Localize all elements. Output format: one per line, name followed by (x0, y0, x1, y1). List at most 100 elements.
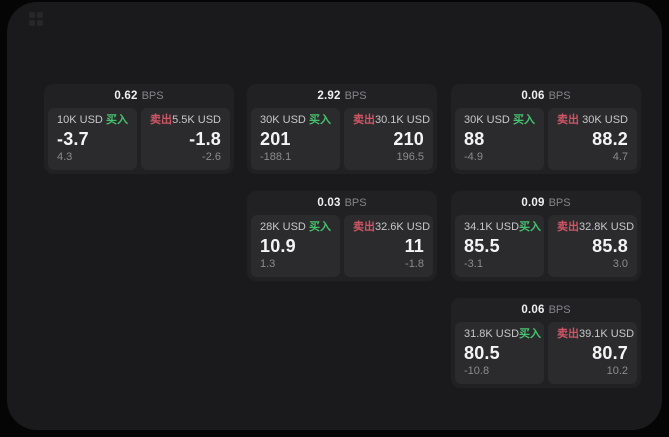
buy-delta: 1.3 (260, 258, 276, 270)
buy-top-row: 10K USD 买入 (57, 114, 128, 127)
buy-top-row: 34.1K USD 买入 (464, 221, 541, 234)
sell-side-label: 卖出 (353, 221, 375, 233)
sell-amount: 32.6K USD (375, 221, 431, 233)
sell-amount: 39.1K USD (579, 328, 635, 340)
bps-unit-label: BPS (548, 90, 571, 102)
sell-price: 11 (404, 236, 424, 256)
bps-header: 2.92 BPS (247, 84, 437, 108)
sell-delta: 196.5 (396, 151, 424, 163)
sell-price: 88.2 (592, 129, 628, 149)
buy-amount: 30K USD (260, 114, 306, 126)
sell-side-label: 卖出 (353, 114, 375, 126)
sell-panel[interactable]: 卖出 30.1K USD 210 196.5 (344, 108, 433, 170)
card-body: 31.8K USD 买入 80.5 -10.8 卖出 39.1K USD 80.… (451, 322, 641, 388)
bps-header: 0.06 BPS (451, 298, 641, 322)
buy-amount: 30K USD (464, 114, 510, 126)
bps-header: 0.06 BPS (451, 84, 641, 108)
bps-value: 0.62 (114, 90, 138, 102)
bps-value: 0.09 (521, 197, 545, 209)
buy-price: 201 (260, 129, 291, 149)
quote-card: 0.09 BPS 34.1K USD 买入 85.5 -3.1 卖出 32.8K… (451, 191, 641, 281)
sell-amount: 30.1K USD (375, 114, 431, 126)
bps-unit-label: BPS (344, 90, 367, 102)
bps-unit-label: BPS (344, 197, 367, 209)
bps-unit-label: BPS (548, 304, 571, 316)
sell-delta: 3.0 (612, 258, 628, 270)
sell-price: 210 (393, 129, 424, 149)
sell-panel[interactable]: 卖出 32.8K USD 85.8 3.0 (548, 215, 637, 277)
buy-delta: 4.3 (57, 151, 73, 163)
sell-delta: -1.8 (405, 258, 424, 270)
sell-panel[interactable]: 卖出 39.1K USD 80.7 10.2 (548, 322, 637, 384)
buy-delta: -10.8 (464, 365, 490, 377)
bps-value: 2.92 (317, 90, 341, 102)
sell-price: 80.7 (592, 343, 628, 363)
card-body: 34.1K USD 买入 85.5 -3.1 卖出 32.8K USD 85.8… (451, 215, 641, 281)
sell-delta: 4.7 (612, 151, 628, 163)
buy-panel[interactable]: 31.8K USD 买入 80.5 -10.8 (455, 322, 544, 384)
buy-amount: 31.8K USD (464, 328, 520, 340)
buy-panel[interactable]: 30K USD 买入 201 -188.1 (251, 108, 340, 170)
sell-panel[interactable]: 卖出 32.6K USD 11 -1.8 (344, 215, 433, 277)
buy-panel[interactable]: 28K USD 买入 10.9 1.3 (251, 215, 340, 277)
main-panel: 0.62 BPS 10K USD 买入 -3.7 4.3 卖出 5.5K USD (7, 2, 662, 430)
buy-top-row: 31.8K USD 买入 (464, 328, 541, 341)
sell-panel[interactable]: 卖出 30K USD 88.2 4.7 (548, 108, 637, 170)
sell-side-label: 卖出 (557, 328, 579, 340)
bps-header: 0.03 BPS (247, 191, 437, 215)
quote-card: 0.06 BPS 31.8K USD 买入 80.5 -10.8 卖出 39.1… (451, 298, 641, 388)
quote-card: 0.62 BPS 10K USD 买入 -3.7 4.3 卖出 5.5K USD (44, 84, 234, 174)
sell-side-label: 卖出 (150, 114, 172, 126)
buy-delta: -188.1 (260, 151, 292, 163)
buy-top-row: 30K USD 买入 (260, 114, 331, 127)
buy-amount: 10K USD (57, 114, 103, 126)
buy-side-label: 买入 (513, 114, 535, 126)
bps-unit-label: BPS (141, 90, 164, 102)
sell-amount: 5.5K USD (172, 114, 221, 126)
sell-top-row: 卖出 32.6K USD (353, 221, 430, 234)
app-grid-icon[interactable] (29, 12, 43, 26)
sell-delta: -2.6 (202, 151, 221, 163)
buy-price: 88 (464, 129, 485, 149)
sell-side-label: 卖出 (557, 114, 579, 126)
buy-panel[interactable]: 34.1K USD 买入 85.5 -3.1 (455, 215, 544, 277)
sell-top-row: 卖出 30.1K USD (353, 114, 430, 127)
card-body: 30K USD 买入 201 -188.1 卖出 30.1K USD 210 1… (247, 108, 437, 174)
card-body: 10K USD 买入 -3.7 4.3 卖出 5.5K USD -1.8 -2.… (44, 108, 234, 174)
sell-side-label: 卖出 (557, 221, 579, 233)
buy-top-row: 30K USD 买入 (464, 114, 535, 127)
buy-side-label: 买入 (309, 221, 331, 233)
bps-unit-label: BPS (548, 197, 571, 209)
quote-card: 2.92 BPS 30K USD 买入 201 -188.1 卖出 30.1K … (247, 84, 437, 174)
bps-value: 0.06 (521, 304, 545, 316)
buy-side-label: 买入 (519, 221, 542, 233)
buy-price: 80.5 (464, 343, 500, 363)
sell-top-row: 卖出 5.5K USD (150, 114, 221, 127)
buy-price: 10.9 (260, 236, 296, 256)
card-body: 30K USD 买入 88 -4.9 卖出 30K USD 88.2 4.7 (451, 108, 641, 174)
buy-price: -3.7 (57, 129, 89, 149)
sell-panel[interactable]: 卖出 5.5K USD -1.8 -2.6 (141, 108, 230, 170)
sell-price: 85.8 (592, 236, 628, 256)
quote-card: 0.06 BPS 30K USD 买入 88 -4.9 卖出 30K USD (451, 84, 641, 174)
buy-top-row: 28K USD 买入 (260, 221, 331, 234)
buy-side-label: 买入 (106, 114, 128, 126)
buy-amount: 28K USD (260, 221, 306, 233)
sell-top-row: 卖出 30K USD (557, 114, 628, 127)
card-body: 28K USD 买入 10.9 1.3 卖出 32.6K USD 11 -1.8 (247, 215, 437, 281)
bps-value: 0.06 (521, 90, 545, 102)
sell-price: -1.8 (189, 129, 221, 149)
sell-amount: 30K USD (582, 114, 628, 126)
buy-panel[interactable]: 30K USD 买入 88 -4.9 (455, 108, 544, 170)
sell-top-row: 卖出 32.8K USD (557, 221, 634, 234)
sell-amount: 32.8K USD (579, 221, 635, 233)
buy-price: 85.5 (464, 236, 500, 256)
buy-side-label: 买入 (519, 328, 542, 340)
quote-card: 0.03 BPS 28K USD 买入 10.9 1.3 卖出 32.6K US… (247, 191, 437, 281)
buy-panel[interactable]: 10K USD 买入 -3.7 4.3 (48, 108, 137, 170)
sell-delta: 10.2 (606, 365, 628, 377)
buy-delta: -3.1 (464, 258, 483, 270)
buy-side-label: 买入 (309, 114, 331, 126)
buy-delta: -4.9 (464, 151, 483, 163)
